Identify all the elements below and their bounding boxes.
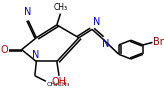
Text: CH₃: CH₃	[53, 3, 68, 12]
Text: N: N	[93, 17, 100, 27]
Text: Br: Br	[153, 37, 164, 47]
Text: N: N	[32, 50, 39, 60]
Text: N: N	[102, 39, 110, 49]
Text: OH: OH	[51, 77, 67, 87]
Text: O: O	[0, 45, 8, 55]
Text: CH₂CH₃: CH₂CH₃	[47, 82, 70, 87]
Text: N: N	[24, 7, 31, 17]
